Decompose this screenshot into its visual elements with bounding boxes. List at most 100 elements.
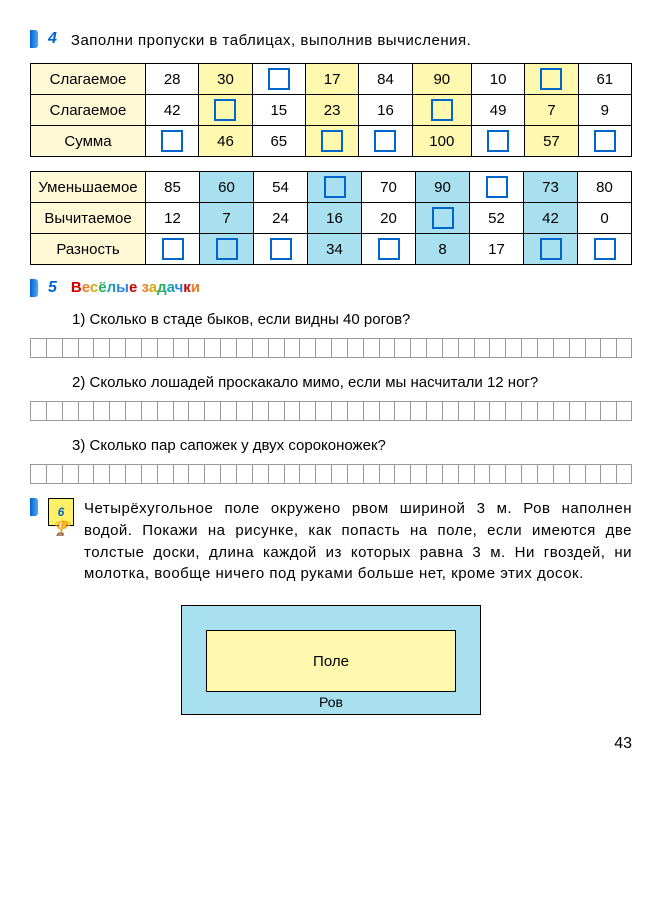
table-cell[interactable] [525, 64, 578, 95]
grid-cell[interactable] [30, 401, 46, 421]
grid-cell[interactable] [46, 338, 62, 358]
grid-cell[interactable] [46, 464, 62, 484]
grid-cell[interactable] [394, 464, 410, 484]
grid-cell[interactable] [141, 401, 157, 421]
grid-cell[interactable] [46, 401, 62, 421]
grid-cell[interactable] [379, 401, 395, 421]
grid-cell[interactable] [521, 338, 537, 358]
grid-cell[interactable] [379, 338, 395, 358]
grid-cell[interactable] [173, 338, 189, 358]
empty-box[interactable] [487, 130, 509, 152]
grid-cell[interactable] [553, 338, 569, 358]
grid-cell[interactable] [315, 464, 331, 484]
grid-cell[interactable] [93, 338, 109, 358]
grid-cell[interactable] [394, 338, 410, 358]
empty-box[interactable] [161, 130, 183, 152]
grid-cell[interactable] [157, 338, 173, 358]
grid-cell[interactable] [347, 338, 363, 358]
grid-cell[interactable] [299, 401, 315, 421]
grid-cell[interactable] [30, 464, 46, 484]
grid-cell[interactable] [204, 338, 220, 358]
empty-box[interactable] [378, 238, 400, 260]
grid-cell[interactable] [220, 401, 236, 421]
grid-cell[interactable] [188, 464, 204, 484]
grid-cell[interactable] [268, 338, 284, 358]
grid-cell[interactable] [188, 401, 204, 421]
table-cell[interactable] [252, 64, 305, 95]
table-cell[interactable] [578, 126, 631, 157]
grid-cell[interactable] [157, 464, 173, 484]
grid-cell[interactable] [220, 464, 236, 484]
empty-box[interactable] [594, 238, 616, 260]
grid-cell[interactable] [331, 338, 347, 358]
grid-cell[interactable] [78, 338, 94, 358]
grid-cell[interactable] [442, 401, 458, 421]
grid-cell[interactable] [252, 338, 268, 358]
empty-box[interactable] [594, 130, 616, 152]
grid-cell[interactable] [616, 401, 632, 421]
grid-cell[interactable] [489, 464, 505, 484]
grid-cell[interactable] [426, 338, 442, 358]
grid-cell[interactable] [157, 401, 173, 421]
empty-box[interactable] [268, 68, 290, 90]
grid-cell[interactable] [474, 464, 490, 484]
table-cell[interactable] [146, 234, 200, 265]
grid-cell[interactable] [78, 464, 94, 484]
grid-cell[interactable] [521, 464, 537, 484]
table-cell[interactable] [471, 126, 524, 157]
grid-cell[interactable] [569, 401, 585, 421]
grid-cell[interactable] [125, 338, 141, 358]
grid-cell[interactable] [141, 338, 157, 358]
grid-cell[interactable] [284, 464, 300, 484]
grid-cell[interactable] [363, 401, 379, 421]
grid-cell[interactable] [315, 338, 331, 358]
grid-cell[interactable] [62, 401, 78, 421]
empty-box[interactable] [162, 238, 184, 260]
table-cell[interactable] [359, 126, 412, 157]
grid-cell[interactable] [553, 464, 569, 484]
grid-cell[interactable] [489, 401, 505, 421]
grid-cell[interactable] [505, 401, 521, 421]
grid-cell[interactable] [616, 338, 632, 358]
empty-box[interactable] [214, 99, 236, 121]
grid-cell[interactable] [299, 338, 315, 358]
grid-cell[interactable] [188, 338, 204, 358]
grid-cell[interactable] [600, 401, 616, 421]
grid-cell[interactable] [220, 338, 236, 358]
grid-cell[interactable] [458, 464, 474, 484]
grid-cell[interactable] [600, 464, 616, 484]
grid-cell[interactable] [347, 464, 363, 484]
grid-cell[interactable] [109, 464, 125, 484]
empty-box[interactable] [431, 99, 453, 121]
grid-cell[interactable] [236, 464, 252, 484]
grid-cell[interactable] [585, 401, 601, 421]
answer-grid-1[interactable] [30, 338, 632, 358]
grid-cell[interactable] [252, 401, 268, 421]
grid-cell[interactable] [236, 401, 252, 421]
grid-cell[interactable] [394, 401, 410, 421]
grid-cell[interactable] [30, 338, 46, 358]
table-cell[interactable] [578, 234, 632, 265]
grid-cell[interactable] [537, 464, 553, 484]
grid-cell[interactable] [585, 338, 601, 358]
table-cell[interactable] [416, 203, 470, 234]
grid-cell[interactable] [173, 401, 189, 421]
grid-cell[interactable] [474, 401, 490, 421]
grid-cell[interactable] [62, 464, 78, 484]
grid-cell[interactable] [204, 464, 220, 484]
grid-cell[interactable] [299, 464, 315, 484]
grid-cell[interactable] [537, 401, 553, 421]
grid-cell[interactable] [125, 401, 141, 421]
grid-cell[interactable] [109, 338, 125, 358]
grid-cell[interactable] [489, 338, 505, 358]
empty-box[interactable] [486, 176, 508, 198]
grid-cell[interactable] [458, 401, 474, 421]
grid-cell[interactable] [141, 464, 157, 484]
grid-cell[interactable] [284, 401, 300, 421]
grid-cell[interactable] [426, 401, 442, 421]
grid-cell[interactable] [474, 338, 490, 358]
answer-grid-3[interactable] [30, 464, 632, 484]
grid-cell[interactable] [521, 401, 537, 421]
grid-cell[interactable] [363, 338, 379, 358]
grid-cell[interactable] [236, 338, 252, 358]
